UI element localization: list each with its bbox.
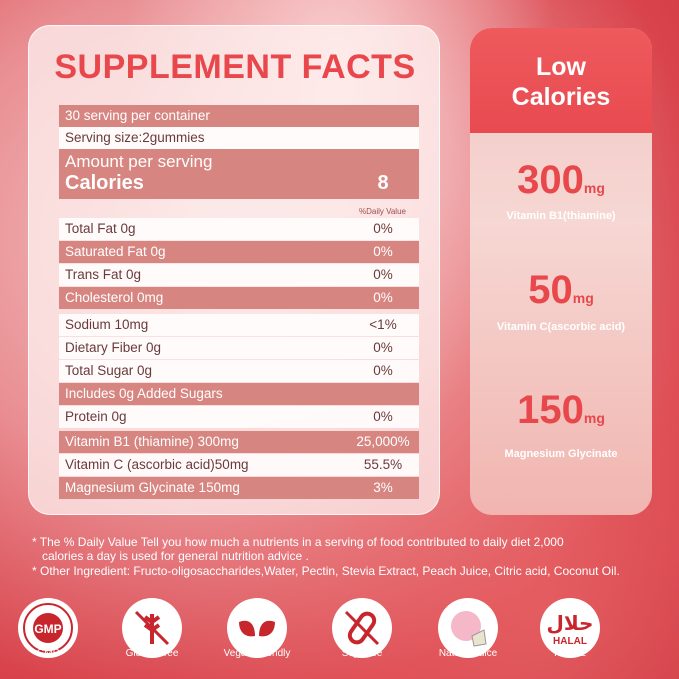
daily-value: 3% xyxy=(373,480,393,495)
table-row: Cholesterol 0mg 0% xyxy=(59,287,419,309)
note-1: * The % Daily Value Tell you how much a … xyxy=(32,535,564,549)
nutrient-name: Magnesium Glycinate 150mg xyxy=(65,480,240,495)
amount-value: 50 xyxy=(528,268,573,312)
svg-text:حلال: حلال xyxy=(547,611,594,635)
peach-icon xyxy=(438,598,498,658)
svg-text:HALAL: HALAL xyxy=(553,636,587,647)
nutrient-name: Cholesterol 0mg xyxy=(65,290,164,305)
gmp-seal-icon: GMP xyxy=(18,598,78,658)
daily-value: <1% xyxy=(369,317,397,332)
daily-value: 0% xyxy=(373,290,393,305)
calories-value: 8 xyxy=(377,172,389,194)
nutrient-name: Sodium 10mg xyxy=(65,317,149,332)
table-row: Saturated Fat 0g 0% xyxy=(59,241,419,263)
note-2: calories a day is used for general nutri… xyxy=(42,549,309,563)
table-row: Total Fat 0g 0% xyxy=(59,218,419,240)
nutrient-name: Includes 0g Added Sugars xyxy=(65,386,223,401)
table-row: Protein 0g 0% xyxy=(59,406,419,428)
leaf-icon xyxy=(227,598,287,658)
badge-label: HALAL xyxy=(554,648,586,659)
panel-heading-2: Calories xyxy=(511,83,611,111)
amount-unit: mg xyxy=(583,180,605,196)
badge-label: Vegan Friendly xyxy=(223,648,291,659)
nutrient-name: Total Fat 0g xyxy=(65,221,136,236)
daily-value-header: %Daily Value xyxy=(359,207,406,216)
serving-size-text: Serving size:2gummies xyxy=(65,130,205,145)
nutrient-name: Vitamin B1 (thiamine) 300mg xyxy=(65,434,239,449)
nutrient-name: Dietary Fiber 0g xyxy=(65,340,162,355)
servings-row: 30 serving per container xyxy=(59,105,419,127)
table-row: Sodium 10mg <1% xyxy=(59,314,419,336)
badge-label: Gluten Free xyxy=(125,648,179,659)
daily-value: 0% xyxy=(373,267,393,282)
nutrient-name: Saturated Fat 0g xyxy=(65,244,166,259)
table-row: Includes 0g Added Sugars xyxy=(59,383,419,405)
amount-mg: 150mg xyxy=(470,388,652,433)
amount-value: 150 xyxy=(517,388,584,432)
amount-b1: 300mg xyxy=(470,158,652,203)
amount-c: 50mg xyxy=(470,268,652,313)
calories-row: Amount per serving Calories 8 xyxy=(59,149,419,199)
label-b1: Vitamin B1(thiamine) xyxy=(506,210,616,222)
table-row: Total Sugar 0g 0% xyxy=(59,360,419,382)
label-c: Vitamin C(ascorbic acid) xyxy=(496,321,626,333)
table-row: Vitamin C (ascorbic acid)50mg 55.5% xyxy=(59,454,419,476)
table-row: Dietary Fiber 0g 0% xyxy=(59,337,419,359)
table-row: Trans Fat 0g 0% xyxy=(59,264,419,286)
supplement-facts-card: SUPPLEMENT FACTS 30 serving per containe… xyxy=(28,25,440,515)
calories-label: Calories xyxy=(65,172,144,194)
panel-heading-1: Low xyxy=(536,53,586,81)
amount-label: Amount per serving xyxy=(65,152,213,171)
daily-value: 0% xyxy=(373,363,393,378)
daily-value: 25,000% xyxy=(356,434,410,449)
amount-value: 300 xyxy=(517,158,584,202)
nutrient-name: Protein 0g xyxy=(65,409,127,424)
note-3: * Other Ingredient: Fructo-oligosacchari… xyxy=(32,564,620,578)
daily-value xyxy=(353,383,413,405)
label-mg: Magnesium Glycinate xyxy=(504,448,618,460)
svg-text:GMP: GMP xyxy=(34,622,61,636)
table-row: Vitamin B1 (thiamine) 300mg 25,000% xyxy=(59,431,419,453)
daily-value: 55.5% xyxy=(363,457,403,472)
amount-unit: mg xyxy=(583,410,605,426)
no-soy-icon xyxy=(332,598,392,658)
halal-icon: حلال HALAL xyxy=(540,598,600,658)
amount-unit: mg xyxy=(572,290,594,306)
page-title: SUPPLEMENT FACTS xyxy=(54,48,416,86)
badge-label: Soy Free xyxy=(341,648,383,659)
badge-label: GMP xyxy=(36,648,60,659)
nutrient-name: Trans Fat 0g xyxy=(65,267,142,282)
daily-value: 0% xyxy=(373,244,393,259)
table-row: Magnesium Glycinate 150mg 3% xyxy=(59,477,419,499)
badge-label: Natural Juice xyxy=(438,648,498,659)
daily-value: 0% xyxy=(373,340,393,355)
daily-value: 0% xyxy=(373,221,393,236)
no-wheat-icon xyxy=(122,598,182,658)
daily-value: 0% xyxy=(373,409,393,424)
low-calories-panel: Low Calories 300mg Vitamin B1(thiamine) 5… xyxy=(470,28,652,515)
nutrient-name: Total Sugar 0g xyxy=(65,363,153,378)
serving-size-row: Serving size:2gummies xyxy=(59,127,419,149)
servings-text: 30 serving per container xyxy=(65,108,210,123)
nutrient-name: Vitamin C (ascorbic acid)50mg xyxy=(65,457,249,472)
